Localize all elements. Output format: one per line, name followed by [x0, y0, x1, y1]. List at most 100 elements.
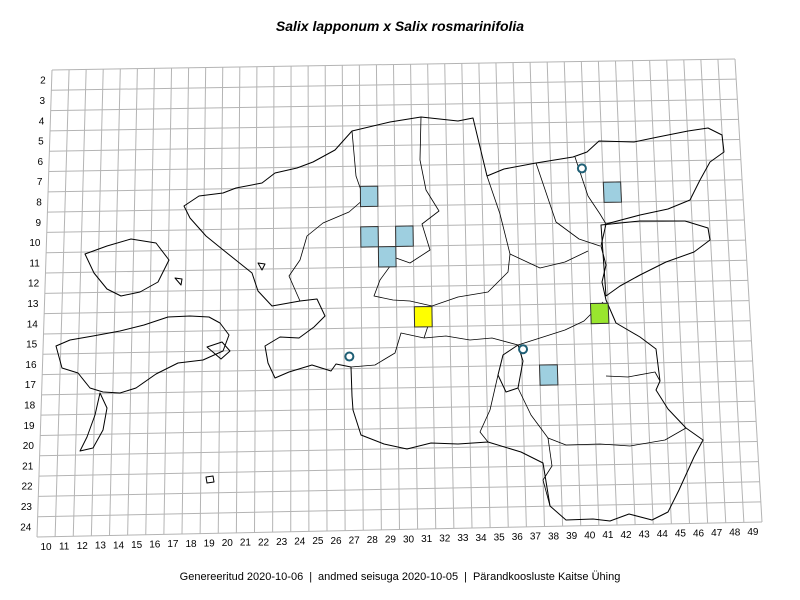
column-label: 44	[657, 529, 669, 540]
record-square	[602, 181, 623, 203]
grid-line-vertical	[235, 66, 241, 533]
county-border-6	[350, 332, 425, 368]
grid-line-vertical	[546, 62, 564, 527]
county-border-3	[431, 175, 511, 307]
grid-line-vertical	[410, 64, 419, 530]
grid-line-horizontal	[48, 159, 741, 173]
map-title: Salix lapponum x Salix rosmarinifolia	[275, 18, 525, 34]
row-label: 14	[27, 319, 39, 330]
row-label: 18	[24, 401, 36, 412]
grid-line-horizontal	[51, 58, 736, 71]
row-label: 20	[23, 441, 35, 452]
row-label: 10	[29, 238, 41, 249]
grid-line-horizontal	[43, 320, 751, 335]
grid-line-vertical	[563, 61, 582, 526]
row-label: 21	[22, 461, 34, 472]
column-label: 42	[621, 530, 633, 541]
record-square	[395, 225, 414, 248]
grid-line-vertical	[145, 68, 155, 535]
column-label: 47	[711, 528, 723, 539]
grid-line-horizontal	[38, 461, 759, 477]
grid-line-vertical	[529, 62, 545, 527]
row-label: 24	[20, 522, 32, 533]
island-small-b	[174, 277, 183, 286]
column-label: 46	[693, 528, 705, 539]
grid-line-vertical	[36, 69, 53, 538]
grid-line-vertical	[495, 62, 509, 528]
axis-labels-layer: 2345678910111213141516171819202122232410…	[20, 76, 759, 553]
grid-line-vertical	[614, 60, 636, 525]
column-label: 49	[747, 527, 759, 538]
column-label: 40	[584, 531, 596, 542]
island-hiiumaa-outline	[84, 238, 170, 297]
column-label: 36	[512, 532, 524, 543]
row-label: 2	[40, 76, 46, 87]
footer-organization: Pärandkoosluste Kaitse Ühing	[472, 571, 621, 583]
grid-line-vertical	[393, 64, 400, 530]
column-label: 38	[548, 531, 560, 542]
grid-line-horizontal	[37, 501, 761, 518]
column-label: 18	[186, 539, 198, 550]
row-label: 3	[39, 96, 45, 107]
county-border-13	[574, 156, 607, 225]
row-label: 5	[38, 137, 44, 148]
column-label: 19	[204, 538, 216, 549]
footer-separator: |	[309, 571, 313, 583]
county-border-4	[535, 162, 601, 247]
column-label: 23	[276, 537, 288, 548]
row-label: 6	[38, 157, 44, 168]
county-border-8	[517, 301, 604, 346]
row-label: 12	[28, 279, 40, 290]
island-small-c	[257, 262, 266, 271]
row-label: 8	[36, 197, 42, 208]
grid-line-vertical	[199, 67, 207, 534]
column-label: 13	[95, 541, 107, 552]
column-label: 33	[457, 533, 469, 544]
grid-line-horizontal	[42, 360, 753, 376]
column-label: 35	[494, 532, 506, 543]
grid-line-horizontal	[40, 420, 757, 436]
column-label: 32	[439, 534, 451, 545]
column-label: 21	[240, 538, 252, 549]
grid-line-horizontal	[50, 98, 738, 112]
grid-line-horizontal	[41, 380, 754, 396]
grid-line-vertical	[580, 61, 600, 526]
grid-line-horizontal	[44, 300, 750, 315]
column-label: 15	[131, 540, 143, 551]
grid-line-vertical	[72, 69, 87, 537]
grid-line-vertical	[54, 69, 70, 537]
county-border-9	[479, 374, 499, 443]
grid-line-horizontal	[40, 400, 755, 416]
column-label: 27	[349, 535, 361, 546]
grid-line-horizontal	[36, 521, 763, 538]
grid-line-vertical	[217, 67, 224, 534]
county-border-12	[605, 371, 661, 382]
grid-line-vertical	[324, 65, 328, 532]
records-layer	[344, 163, 623, 386]
grid-line-vertical	[90, 69, 104, 536]
row-label: 22	[22, 482, 34, 493]
column-label: 37	[530, 532, 542, 543]
column-label: 43	[639, 529, 651, 540]
record-square	[360, 225, 379, 248]
grid-layer	[36, 58, 763, 538]
row-label: 19	[23, 421, 35, 432]
grid-line-vertical	[181, 67, 190, 535]
column-label: 41	[602, 530, 614, 541]
grid-line-vertical	[632, 60, 654, 525]
island-saaremaa-outline	[55, 315, 230, 394]
column-label: 39	[566, 531, 578, 542]
grid-line-horizontal	[44, 279, 748, 294]
county-border-10	[517, 387, 687, 447]
grid-line-vertical	[307, 65, 310, 532]
island-muhu-outline	[206, 341, 231, 360]
footer-data-state: andmed seisuga 2020-10-05	[318, 571, 459, 583]
column-label: 14	[113, 540, 125, 551]
row-label: 4	[39, 116, 45, 127]
grid-line-vertical	[109, 68, 121, 536]
footer: Genereeritud 2020-10-06 | andmed seisuga 2…	[0, 571, 800, 583]
grid-line-horizontal	[51, 78, 737, 91]
column-label: 11	[59, 541, 70, 552]
grid-line-horizontal	[42, 340, 752, 355]
